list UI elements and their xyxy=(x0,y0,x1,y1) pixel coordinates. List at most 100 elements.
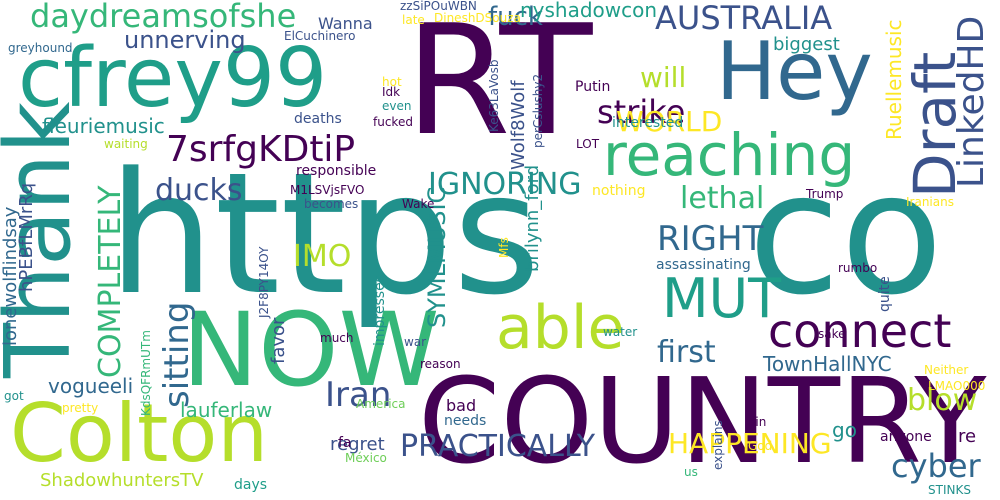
word-townhallnyc: TownHallNYC xyxy=(763,352,892,376)
word-anyone: anyone xyxy=(880,429,932,445)
word-stinks: STINKS xyxy=(928,483,971,497)
word-favor: favor xyxy=(268,317,289,364)
word-shadowhunterstv: ShadowhuntersTV xyxy=(40,470,204,491)
word-ducks: ducks xyxy=(155,173,243,208)
word-idk: Idk xyxy=(382,85,401,99)
word-wanna: Wanna xyxy=(318,14,373,33)
word-j2f8py14oy: J2F8PY14OY xyxy=(257,246,271,318)
word-ke63lavosb: Ke63LaVosb xyxy=(487,59,501,132)
word-brilynn-ford: brilynn_ford xyxy=(522,164,543,272)
word-biggest: biggest xyxy=(773,34,840,55)
word-rt: RT xyxy=(405,0,593,169)
word-mexico: México xyxy=(345,451,387,465)
word-god: God xyxy=(748,439,773,453)
word-first: first xyxy=(657,335,716,370)
word-sitting: sitting xyxy=(157,301,197,408)
word-now: NOW xyxy=(182,291,440,410)
word-https: https xyxy=(108,136,541,332)
word-late: late xyxy=(402,13,425,27)
word-will: will xyxy=(640,61,687,94)
word-interested: interested xyxy=(612,115,684,131)
word-iran: Iran xyxy=(325,375,392,415)
word-wake: Wake xyxy=(402,197,435,211)
word-practically: PRACTICALLY xyxy=(400,429,596,464)
word-regret: regret xyxy=(330,434,385,455)
word-hey: Hey xyxy=(716,25,873,118)
word-australia: AUSTRALIA xyxy=(655,0,833,37)
word-ain: ain xyxy=(748,415,767,429)
word-able: able xyxy=(496,293,625,363)
word-fucked: fucked xyxy=(373,115,413,129)
word-ignoring: IGNORING xyxy=(428,167,582,202)
word-7srfgkdtip: 7srfgKDtiP xyxy=(166,129,356,170)
word-zzsipouwbn: zzSiPOuWBN xyxy=(400,0,477,13)
word-even: even xyxy=(382,99,412,113)
word-nothing: nothing xyxy=(592,183,646,199)
word-right: RIGHT xyxy=(657,219,764,259)
word-responsible: responsible xyxy=(296,163,377,179)
word-fuck: fuck xyxy=(488,2,543,32)
word-cyber: cyber xyxy=(891,447,981,485)
word-daydreamsofshe: daydreamsofshe xyxy=(30,0,297,35)
word-strike: strike xyxy=(597,93,686,131)
word-mut: MUT xyxy=(662,267,782,330)
word-waiting: waiting xyxy=(104,137,148,151)
word-explains: explains xyxy=(711,420,725,470)
word-needs: needs xyxy=(444,413,487,429)
word-wolf8wolf: Wolf8Wolf xyxy=(508,80,529,170)
word-days: days xyxy=(234,477,268,493)
word-re: re xyxy=(958,426,977,447)
word-america: America xyxy=(356,397,406,411)
word-world: WORLD xyxy=(616,105,723,138)
word-kdsqfrmutm: KdsQFRmUTm xyxy=(139,330,153,416)
word-rumbo: rumbo xyxy=(838,261,878,275)
word-pretty: pretty xyxy=(62,401,99,415)
word-connect: connect xyxy=(768,304,952,358)
word-lot: LOT xyxy=(576,137,600,151)
word-lethal: lethal xyxy=(680,181,765,216)
word-sake: sake xyxy=(818,327,846,341)
word-lmao000: LMAO000 xyxy=(928,379,986,393)
word-greyhound: greyhound xyxy=(8,41,73,55)
word-deaths: deaths xyxy=(294,111,342,127)
word-unnerving: unnerving xyxy=(124,26,246,54)
word-quite: quite xyxy=(877,276,893,312)
word-got: got xyxy=(4,389,24,403)
word-linkedhd: LinkedHD xyxy=(951,15,992,188)
word-neither: Neither xyxy=(924,363,969,377)
word-iranians: Iranians xyxy=(906,195,954,209)
word-go: go xyxy=(832,418,857,442)
word-war: war xyxy=(404,335,427,349)
word-putin: Putin xyxy=(575,79,611,95)
word-ruellemusic: Ruellemusic xyxy=(882,19,906,140)
word-hot: hot xyxy=(382,75,402,89)
word-much: much xyxy=(320,331,354,345)
word-lauferlaw: lauferlaw xyxy=(180,398,273,422)
word-percslushy2: perCslushy2 xyxy=(531,73,545,148)
word-hpebflmrrq: hPEBfLMrRq xyxy=(16,182,37,292)
word-water: water xyxy=(603,325,638,339)
word-bad: bad xyxy=(446,396,477,415)
word-m1lsvjsfvo: M1LSVjsFVO xyxy=(290,183,365,197)
word-fa: fa xyxy=(338,435,352,451)
word-fleuriemusic: fleuriemusic xyxy=(42,114,165,138)
word-happening: HAPPENING xyxy=(668,427,832,460)
word-colton: Colton xyxy=(10,387,269,480)
word-nyshadowcon: nyshadowcon xyxy=(520,0,658,22)
word-impresses: impresses xyxy=(372,275,388,346)
word-reason: reason xyxy=(420,357,461,371)
word-reaching: reaching xyxy=(603,121,856,189)
word-blow: blow xyxy=(907,383,978,418)
word-dineshdsouza: DineshDSouza xyxy=(434,11,521,25)
word-imo: IMO xyxy=(293,239,352,274)
word-becomes: becomes xyxy=(304,197,359,211)
word-co: co xyxy=(748,136,944,332)
word-trump: Trump xyxy=(806,187,844,201)
word-cfrey99: cfrey99 xyxy=(18,31,328,126)
word-vogueeli: vogueeli xyxy=(48,374,134,398)
word-us: us xyxy=(684,465,698,479)
word-elcuchinero: ElCuchinero xyxy=(284,29,356,43)
word-completely: COMPLETELY xyxy=(93,185,128,378)
word-country: COUNTRY xyxy=(418,352,987,490)
